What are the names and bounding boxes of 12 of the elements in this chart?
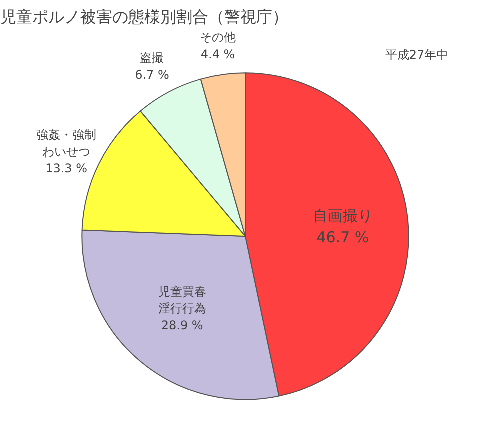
data-label: 4.4 % (200, 47, 236, 62)
slice-label: 児童買春淫行行為 (158, 284, 206, 316)
data-label: 6.7 % (135, 68, 170, 82)
slice-label: その他 (200, 30, 236, 45)
slice-label: 自画撮り (312, 206, 373, 225)
text: 平成27年中 (385, 48, 449, 62)
data-label: 13.3 % (46, 162, 88, 176)
slice-label: 盗撮 (140, 51, 164, 66)
data-label: 46.7 % (316, 228, 370, 246)
slice-label: 強姦・強制わいせつ (36, 128, 97, 159)
data-label: 28.9 % (161, 318, 204, 333)
chart-title: 児童ポルノ被害の態様別割合（警視庁） (0, 8, 288, 26)
